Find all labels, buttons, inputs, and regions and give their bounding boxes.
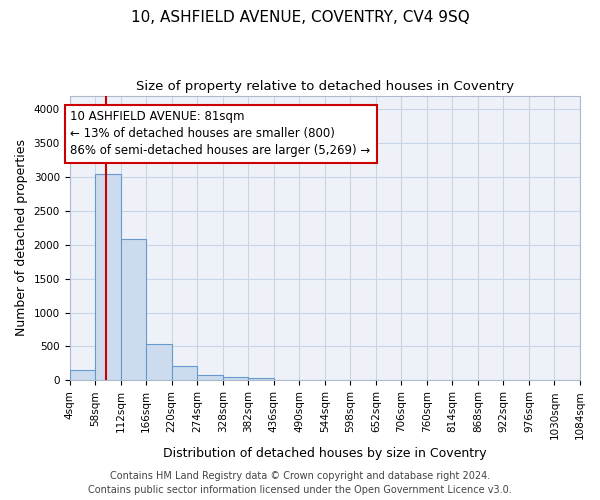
Text: Contains HM Land Registry data © Crown copyright and database right 2024.
Contai: Contains HM Land Registry data © Crown c… (88, 471, 512, 495)
Bar (70, 370, 95, 380)
Bar (121, 240, 146, 380)
Bar (223, 376, 248, 380)
X-axis label: Distribution of detached houses by size in Coventry: Distribution of detached houses by size … (163, 447, 487, 460)
Bar (146, 344, 172, 380)
Text: 10 ASHFIELD AVENUE: 81sqm
← 13% of detached houses are smaller (800)
86% of semi: 10 ASHFIELD AVENUE: 81sqm ← 13% of detac… (70, 110, 371, 158)
Title: Size of property relative to detached houses in Coventry: Size of property relative to detached ho… (136, 80, 514, 93)
Bar (248, 378, 274, 380)
Bar (172, 366, 197, 380)
Y-axis label: Number of detached properties: Number of detached properties (15, 140, 28, 336)
Text: 10, ASHFIELD AVENUE, COVENTRY, CV4 9SQ: 10, ASHFIELD AVENUE, COVENTRY, CV4 9SQ (131, 10, 469, 25)
Bar (197, 375, 223, 380)
Bar (95, 174, 121, 380)
